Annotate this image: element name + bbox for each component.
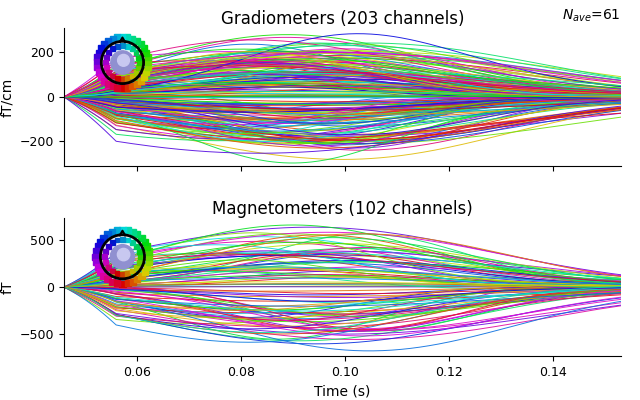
Title: Gradiometers (203 channels): Gradiometers (203 channels) (221, 10, 464, 28)
Y-axis label: fT/cm: fT/cm (1, 77, 14, 116)
Title: Magnetometers (102 channels): Magnetometers (102 channels) (212, 200, 473, 218)
Y-axis label: fT: fT (0, 280, 14, 294)
X-axis label: Time (s): Time (s) (314, 384, 371, 398)
Text: $N_{ave}$=61: $N_{ave}$=61 (563, 8, 621, 24)
